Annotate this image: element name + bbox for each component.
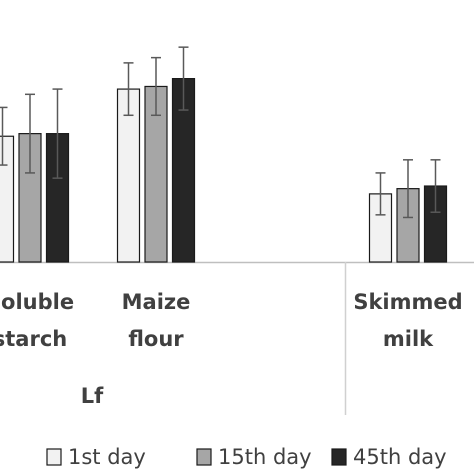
- group-label: Lf: [81, 384, 104, 408]
- error-bar: [0, 106, 8, 166]
- error-bar: [178, 46, 189, 111]
- error-bar: [25, 93, 35, 174]
- error-bar: [151, 56, 161, 117]
- error-bar: [430, 159, 441, 213]
- legend-swatch: [196, 448, 212, 466]
- x-tick-label: Skimmed milk: [353, 290, 463, 351]
- error-bar: [52, 88, 63, 179]
- x-tick-label: Soluble starch: [0, 290, 75, 351]
- legend-label: 1st day: [68, 445, 146, 469]
- x-tick-label: Maize flour: [121, 290, 191, 351]
- error-bar: [123, 62, 134, 117]
- legend-swatch: [331, 448, 347, 466]
- legend-label: 15th day: [218, 445, 312, 469]
- legend-swatch: [46, 448, 62, 466]
- error-bar: [375, 172, 386, 216]
- legend-label: 45th day: [353, 445, 447, 469]
- error-bar: [403, 159, 413, 219]
